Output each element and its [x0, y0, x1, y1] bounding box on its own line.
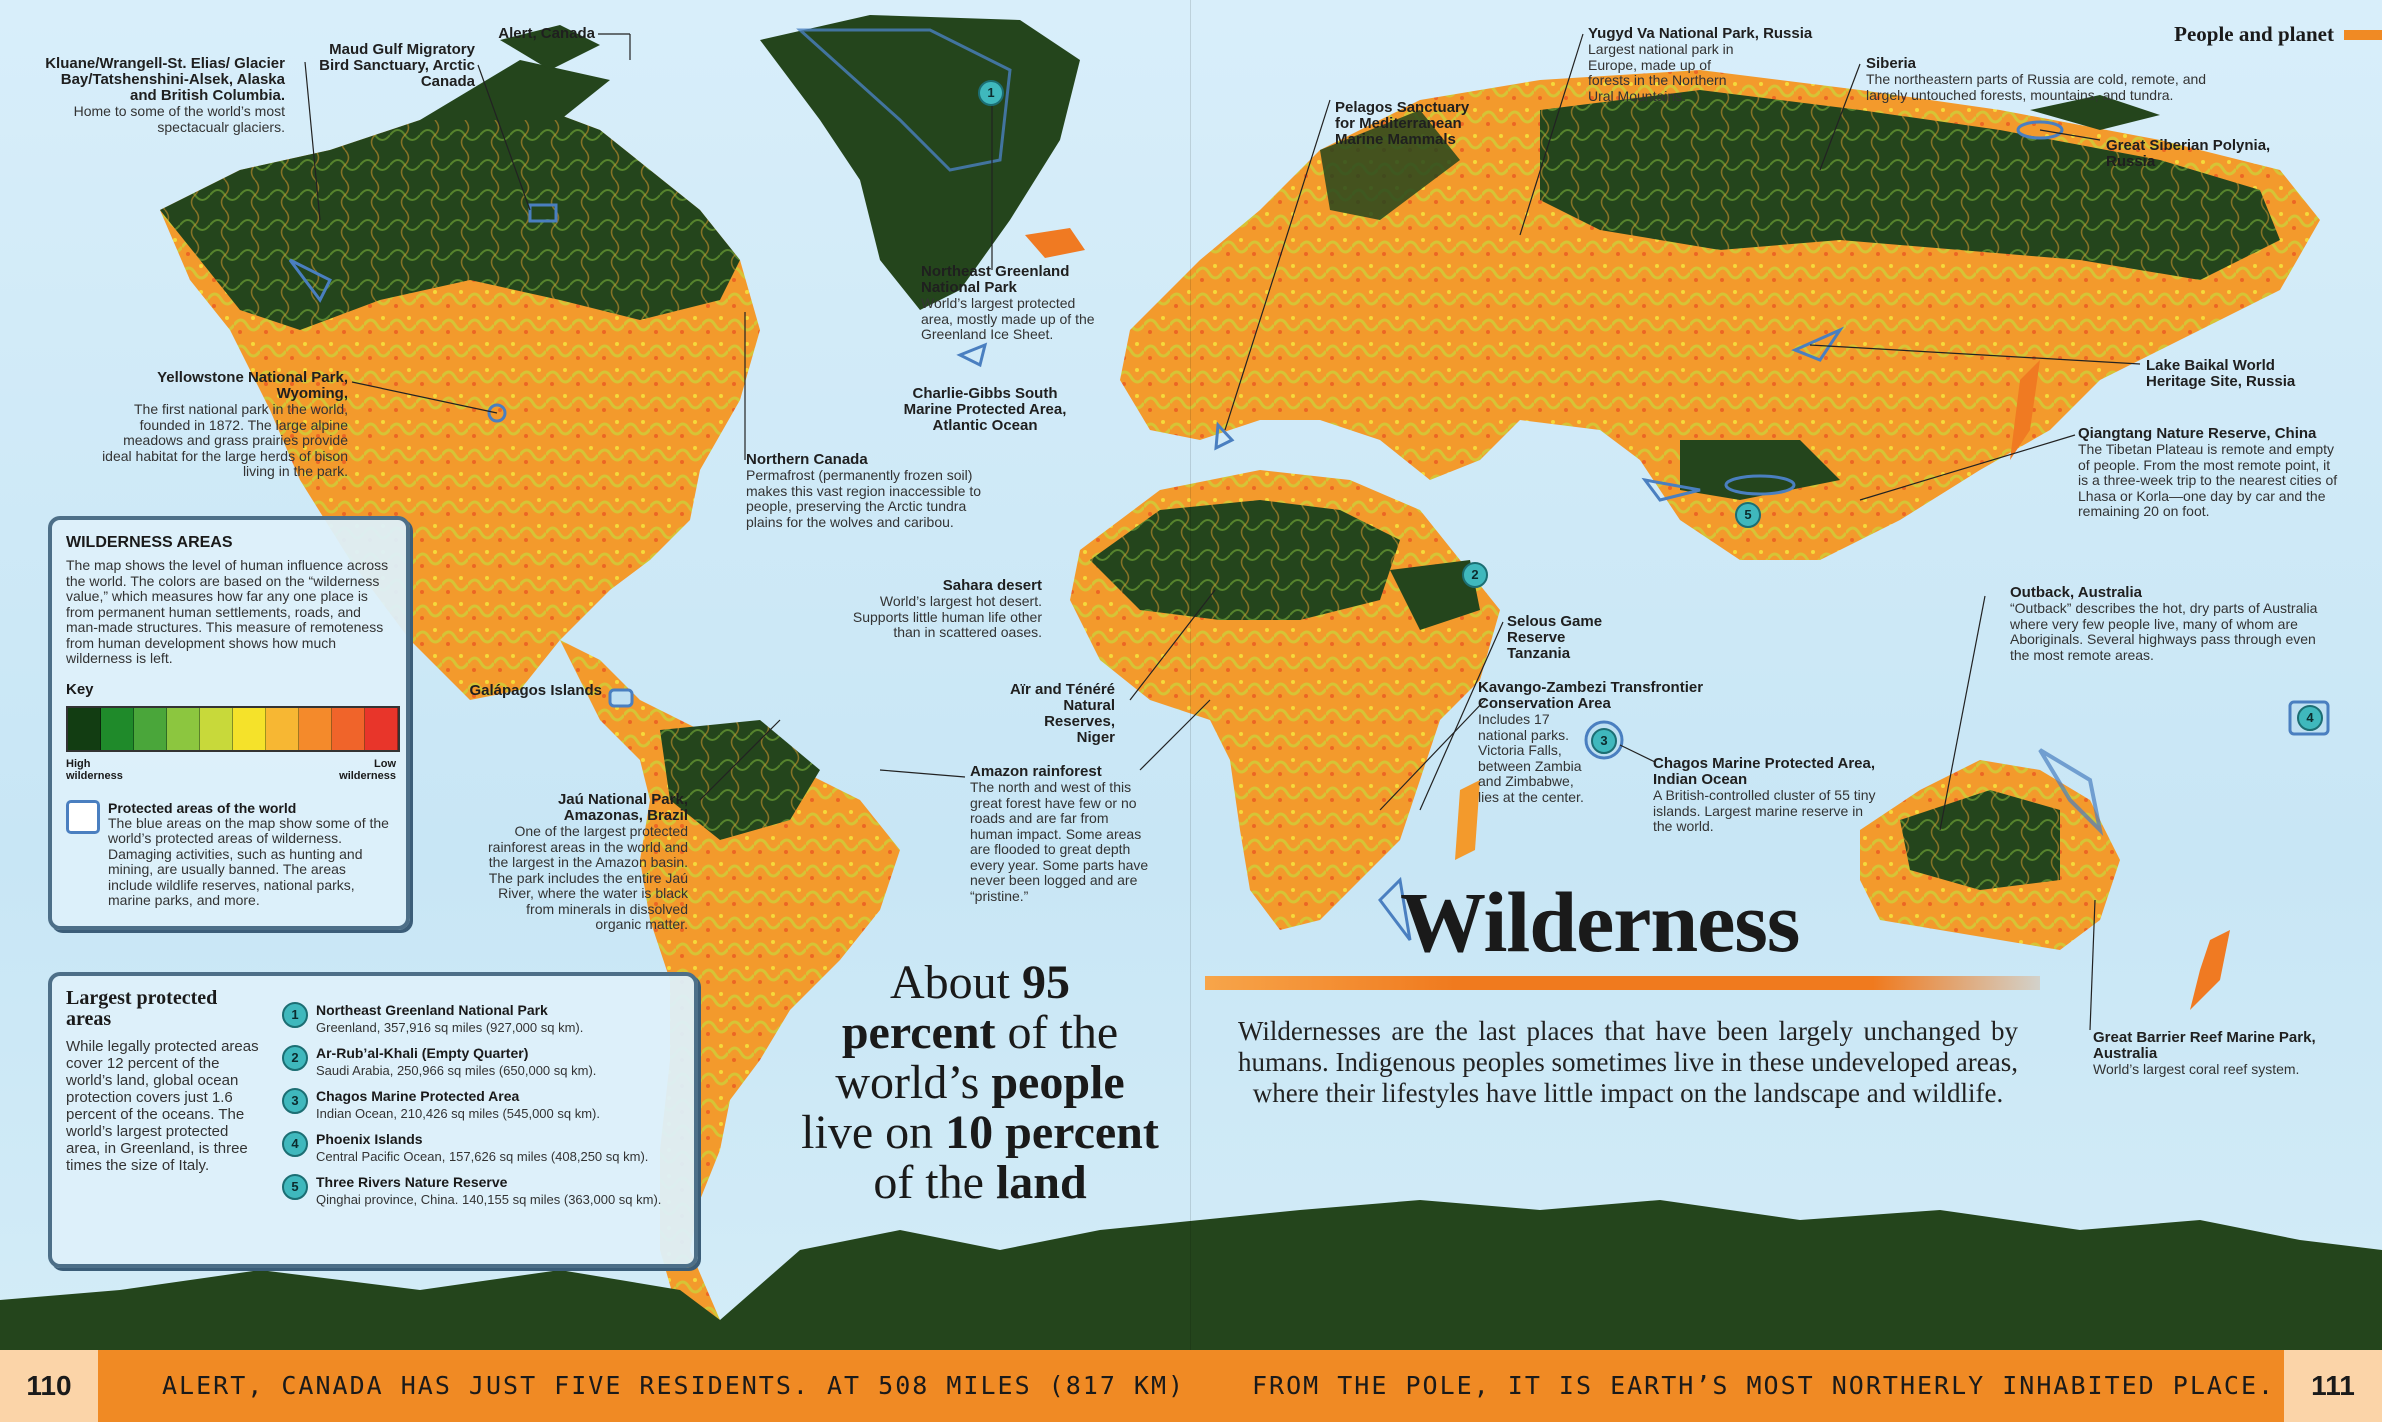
key-color-scale: [66, 705, 400, 752]
key-panel: WILDERNESS AREAS The map shows the level…: [48, 516, 410, 930]
label-sahara: Sahara desert World’s largest hot desert.…: [852, 577, 1042, 640]
title-accent-bar: [1205, 976, 2040, 990]
largest-text: While legally protected areas cover 12 p…: [66, 1038, 259, 1174]
largest-title: Largest protected areas: [66, 987, 218, 1030]
label-maud: Maud Gulf Migratory Bird Sanctuary, Arct…: [319, 41, 475, 90]
label-great-barrier-reef: Great Barrier Reef Marine Park, Australi…: [2093, 1029, 2316, 1077]
marker-3: 3: [1591, 728, 1617, 754]
world-map: [0, 15, 2382, 1350]
leader-lines: [304, 33, 2141, 1031]
footer-bar: [0, 1350, 2382, 1422]
key-panel-text: The map shows the level of human influen…: [66, 557, 389, 666]
largest-item: 2 Ar-Rub’al-Khali (Empty Quarter) Saudi Ar…: [282, 1045, 661, 1078]
key-swatch: [101, 707, 134, 750]
item-number-badge: 4: [282, 1131, 308, 1157]
item-desc: Indian Ocean, 210,426 sq miles (545,000 …: [316, 1106, 600, 1121]
marker-4: 4: [2297, 705, 2323, 731]
protected-title: Protected areas of the world: [108, 799, 297, 816]
key-swatch: [365, 707, 398, 750]
largest-item: 4 Phoenix Islands Central Pacific Ocean, 1…: [282, 1131, 661, 1164]
label-ne-greenland: Northeast Greenland National Park World’s…: [921, 263, 1095, 342]
south-america: [560, 640, 900, 1320]
label-charlie-gibbs: Charlie-Gibbs South Marine Protected Are…: [903, 385, 1067, 434]
australia: [1860, 748, 2120, 950]
label-jau: Jaú National Park, Amazonas, Brazil One o…: [488, 791, 688, 932]
item-name: Three Rivers Nature Reserve: [316, 1174, 508, 1190]
protected-areas: [288, 120, 2064, 941]
label-yellowstone: Yellowstone National Park, Wyoming, The f…: [102, 369, 348, 479]
page-number-left: 110: [0, 1350, 98, 1422]
key-swatch: [299, 707, 332, 750]
label-alert: Alert, Canada: [498, 25, 595, 42]
item-desc: Qinghai province, China. 140,155 sq mile…: [316, 1192, 662, 1207]
item-number-badge: 1: [282, 1002, 308, 1028]
item-name: Ar-Rub’al-Khali (Empty Quarter): [316, 1045, 529, 1061]
book-spine: [1190, 0, 1191, 1350]
label-polynia: Great Siberian Polynia, Russia: [2106, 137, 2271, 170]
label-outback: Outback, Australia “Outback” describes th…: [2010, 584, 2318, 663]
label-siberia: Siberia The northeastern parts of Russia …: [1866, 55, 2207, 103]
antarctica: [0, 1200, 2382, 1350]
marker-5: 5: [1735, 502, 1761, 528]
item-desc: Greenland, 357,916 sq miles (927,000 sq …: [316, 1020, 584, 1035]
key-swatch: [200, 707, 233, 750]
north-america: [160, 25, 760, 700]
header-accent-bar: [2344, 30, 2382, 40]
label-amazon: Amazon rainforest The north and west of t…: [970, 763, 1149, 904]
intro-text: Wildernesses are the last places that ha…: [1238, 1016, 2018, 1108]
page-title: Wilderness: [1400, 874, 1800, 970]
key-swatch: [266, 707, 299, 750]
key-swatch: [233, 707, 266, 750]
label-galapagos: Galápagos Islands: [469, 682, 602, 699]
label-air-tenere: Aïr and Ténéré Natural Reserves, Niger: [1009, 681, 1115, 746]
label-pelagos: Pelagos Sanctuary for Mediterranean Mari…: [1335, 99, 1470, 148]
item-name: Phoenix Islands: [316, 1131, 423, 1147]
key-panel-title: WILDERNESS AREAS: [66, 534, 233, 551]
item-desc: Saudi Arabia, 250,966 sq miles (650,000 …: [316, 1063, 597, 1078]
marker-2: 2: [1462, 562, 1488, 588]
item-number-badge: 2: [282, 1045, 308, 1071]
protected-text: The blue areas on the map show some of t…: [108, 814, 389, 908]
key-swatch: [332, 707, 365, 750]
key-label: Key: [66, 680, 94, 698]
label-kluane: Kluane/Wrangell-St. Elias/ Glacier Bay/T…: [45, 55, 285, 135]
label-baikal: Lake Baikal World Heritage Site, Russia: [2146, 357, 2296, 390]
largest-item: 5 Three Rivers Nature Reserve Qinghai prov…: [282, 1174, 661, 1207]
key-swatch: [167, 707, 200, 750]
key-low-label: Low wilderness: [339, 757, 396, 782]
marker-1: 1: [978, 80, 1004, 106]
item-number-badge: 3: [282, 1088, 308, 1114]
page-number-right: 111: [2284, 1350, 2382, 1422]
largest-item: 1 Northeast Greenland National Park Greenl…: [282, 1002, 661, 1035]
label-kavango: Kavango-Zambezi Transfrontier Conservati…: [1478, 679, 1704, 805]
population-fact: About 95 percent of the world’s people l…: [801, 956, 1159, 1209]
africa: [1070, 470, 1500, 930]
item-name: Northeast Greenland National Park: [316, 1002, 548, 1018]
largest-item: 3 Chagos Marine Protected Area Indian Ocea…: [282, 1088, 661, 1121]
item-number-badge: 5: [282, 1174, 308, 1200]
largest-protected-panel: Largest protected areas While legally pr…: [48, 972, 698, 1268]
section-header: People and planet: [2174, 22, 2334, 46]
key-swatch: [134, 707, 167, 750]
label-selous: Selous Game Reserve Tanzania: [1507, 613, 1603, 662]
largest-list: 1 Northeast Greenland National Park Greenl…: [282, 988, 661, 1252]
footer-text-right: FROM THE POLE, IT IS EARTH’S MOST NORTHE…: [1252, 1371, 2276, 1400]
item-name: Chagos Marine Protected Area: [316, 1088, 520, 1104]
protected-area-swatch: [66, 799, 100, 834]
label-yugyd: Yugyd Va National Park, Russia Largest na…: [1588, 25, 1813, 104]
key-high-label: High wilderness: [66, 757, 123, 782]
label-northern-canada: Northern Canada Permafrost (permanently f…: [746, 451, 981, 530]
footer-text-left: ALERT, CANADA HAS JUST FIVE RESIDENTS. A…: [162, 1371, 1186, 1400]
label-qiangtang: Qiangtang Nature Reserve, China The Tibet…: [2078, 425, 2338, 519]
key-swatch: [68, 707, 101, 750]
item-desc: Central Pacific Ocean, 157,626 sq miles …: [316, 1149, 649, 1164]
label-chagos: Chagos Marine Protected Area, Indian Oce…: [1653, 755, 1876, 834]
